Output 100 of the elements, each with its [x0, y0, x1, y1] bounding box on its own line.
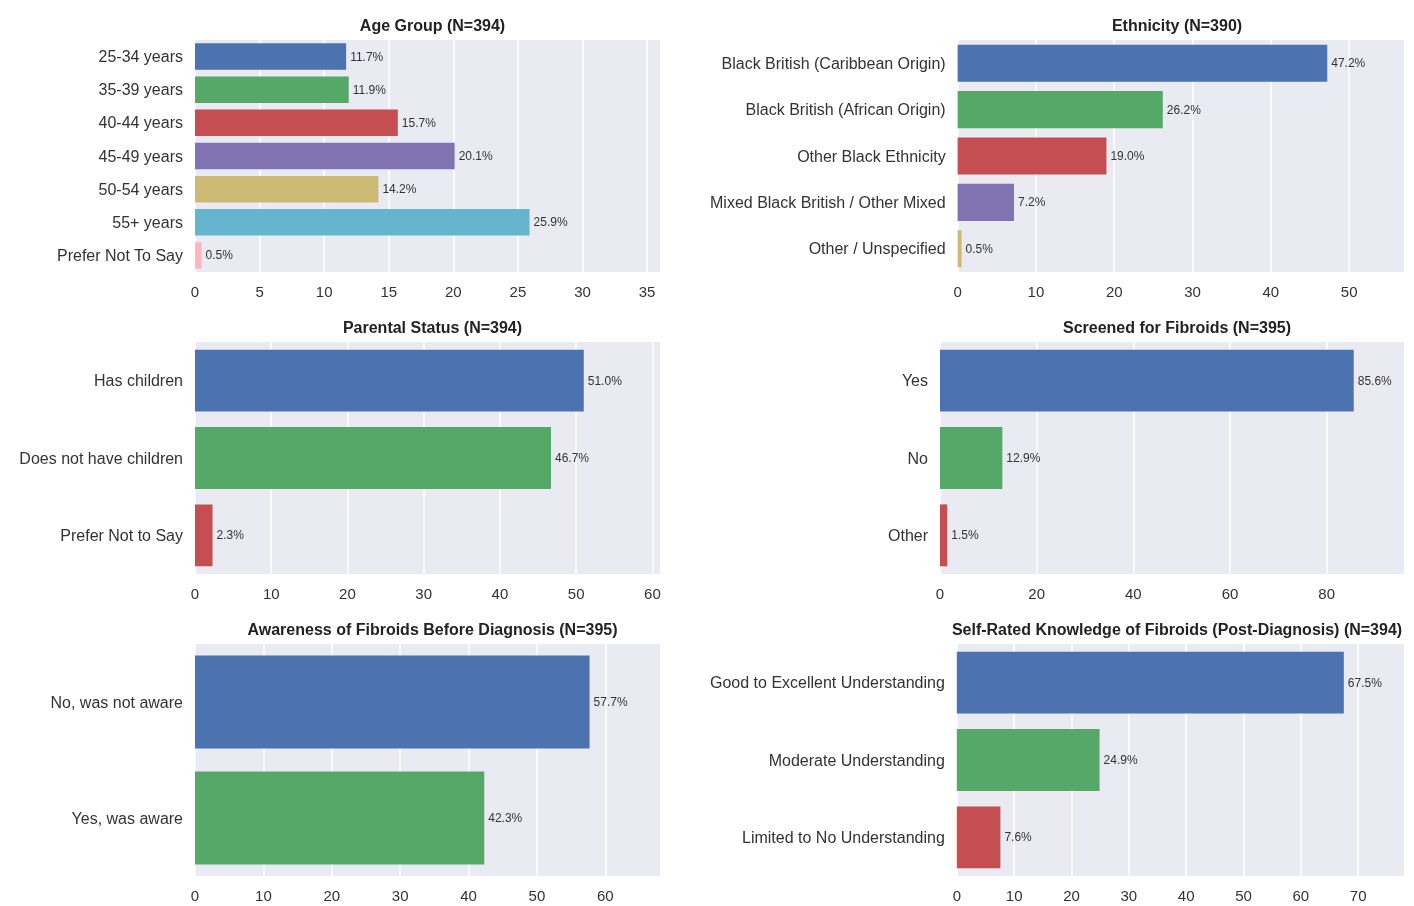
chart-title: Self-Rated Knowledge of Fibroids (Post-Diagnosis) (N=394)	[951, 620, 1403, 638]
data-label: 25.9%	[533, 215, 568, 230]
data-label: 15.7%	[401, 115, 437, 130]
bar	[195, 349, 584, 412]
y-tick-label: 35-39 years	[98, 81, 183, 99]
bar	[940, 427, 1003, 489]
y-tick-label: Black British (African Origin)	[745, 101, 946, 119]
x-tick-label: 10	[315, 283, 333, 300]
y-tick-label: 25-34 years	[98, 48, 183, 66]
data-label: 24.9%	[1103, 753, 1138, 767]
x-tick-label: 10	[262, 585, 280, 602]
x-tick-label: 40	[1262, 283, 1280, 300]
x-tick-label: 15	[380, 283, 398, 300]
bar	[195, 175, 379, 203]
y-tick-label: Prefer Not To Say	[57, 246, 183, 264]
bar	[957, 230, 962, 268]
x-tick-label: 50	[528, 887, 546, 904]
data-label: 11.9%	[352, 82, 387, 97]
data-label: 0.5%	[205, 248, 234, 263]
data-label: 42.3%	[488, 811, 523, 825]
bar	[195, 76, 349, 103]
y-tick-label: 40-44 years	[98, 114, 183, 132]
bar	[957, 183, 1015, 221]
y-tick-label: Other Black Ethnicity	[797, 147, 946, 165]
data-label: 26.2%	[1166, 102, 1202, 117]
data-label: 2.3%	[216, 528, 245, 543]
data-label: 12.9%	[1006, 451, 1041, 465]
x-tick-label: 40	[460, 887, 477, 904]
chart-title: Parental Status (N=394)	[342, 318, 523, 336]
data-label: 14.2%	[382, 182, 417, 197]
y-tick-label: Moderate Understanding	[768, 751, 945, 769]
x-tick-label: 40	[1124, 585, 1142, 602]
x-tick-label: 40	[491, 585, 509, 602]
bar	[195, 242, 202, 269]
data-label: 57.7%	[593, 695, 628, 709]
y-tick-label: Good to Excellent Understanding	[710, 674, 945, 692]
x-tick-label: 30	[574, 283, 591, 300]
x-tick-label: 20	[339, 585, 356, 602]
bar	[957, 44, 1328, 82]
x-tick-label: 0	[190, 887, 200, 904]
data-label: 46.7%	[554, 451, 590, 465]
y-tick-label: Other	[887, 526, 929, 544]
x-tick-label: 35	[638, 283, 656, 300]
x-tick-label: 50	[1235, 887, 1252, 904]
x-tick-label: 30	[415, 585, 433, 602]
data-label: 0.5%	[965, 241, 994, 256]
x-tick-label: 10	[1005, 887, 1023, 904]
bar	[195, 427, 551, 489]
data-label: 67.5%	[1347, 675, 1383, 690]
data-label: 11.7%	[350, 49, 384, 64]
bar	[956, 806, 1001, 869]
data-label: 7.2%	[1018, 195, 1046, 210]
y-tick-label: Does not have children	[19, 449, 183, 467]
y-tick-label: Limited to No Understanding	[742, 828, 945, 846]
x-tick-label: 30	[1120, 887, 1138, 904]
x-tick-label: 70	[1349, 887, 1367, 904]
x-tick-label: 0	[190, 283, 200, 300]
y-tick-label: 50-54 years	[98, 180, 183, 198]
chart-title: Ethnicity (N=390)	[1111, 16, 1243, 34]
bar	[940, 504, 948, 567]
bar	[195, 504, 213, 567]
x-tick-label: 60	[1221, 585, 1239, 602]
x-tick-label: 60	[644, 585, 661, 602]
bar	[956, 651, 1344, 714]
x-tick-label: 0	[953, 283, 962, 300]
y-tick-label: No, was not aware	[50, 693, 184, 711]
x-tick-label: 60	[1292, 887, 1310, 904]
y-tick-label: 55+ years	[112, 213, 183, 231]
x-tick-label: 10	[255, 887, 272, 904]
x-tick-label: 0	[952, 887, 961, 904]
bar	[195, 142, 455, 170]
x-tick-label: 0	[190, 585, 200, 602]
data-label: 47.2%	[1331, 56, 1366, 71]
data-label: 19.0%	[1110, 149, 1145, 163]
x-tick-label: 10	[1027, 283, 1045, 300]
bar	[195, 43, 347, 70]
data-label: 85.6%	[1357, 373, 1393, 388]
chart-title: Age Group (N=394)	[359, 16, 506, 34]
x-tick-label: 20	[1028, 585, 1046, 602]
y-tick-label: No	[907, 449, 929, 467]
bar	[957, 137, 1107, 175]
x-tick-label: 60	[596, 887, 614, 904]
x-tick-label: 20	[444, 283, 462, 300]
x-tick-label: 40	[1177, 887, 1195, 904]
bar	[195, 109, 398, 137]
y-tick-label: Other / Unspecified	[808, 240, 946, 258]
x-tick-label: 80	[1318, 585, 1336, 602]
x-tick-label: 5	[255, 283, 264, 300]
y-tick-label: Yes	[901, 372, 928, 390]
data-label: 1.5%	[951, 528, 979, 543]
y-tick-label: Has children	[94, 372, 183, 390]
x-tick-label: 20	[1063, 887, 1080, 904]
x-tick-label: 30	[1184, 283, 1201, 300]
data-label: 20.1%	[458, 149, 493, 163]
bar	[957, 91, 1163, 129]
bar	[195, 209, 530, 236]
data-label: 7.6%	[1004, 830, 1033, 845]
x-tick-label: 20	[323, 887, 341, 904]
x-tick-label: 25	[509, 283, 527, 300]
y-tick-label: Yes, was aware	[71, 809, 184, 827]
